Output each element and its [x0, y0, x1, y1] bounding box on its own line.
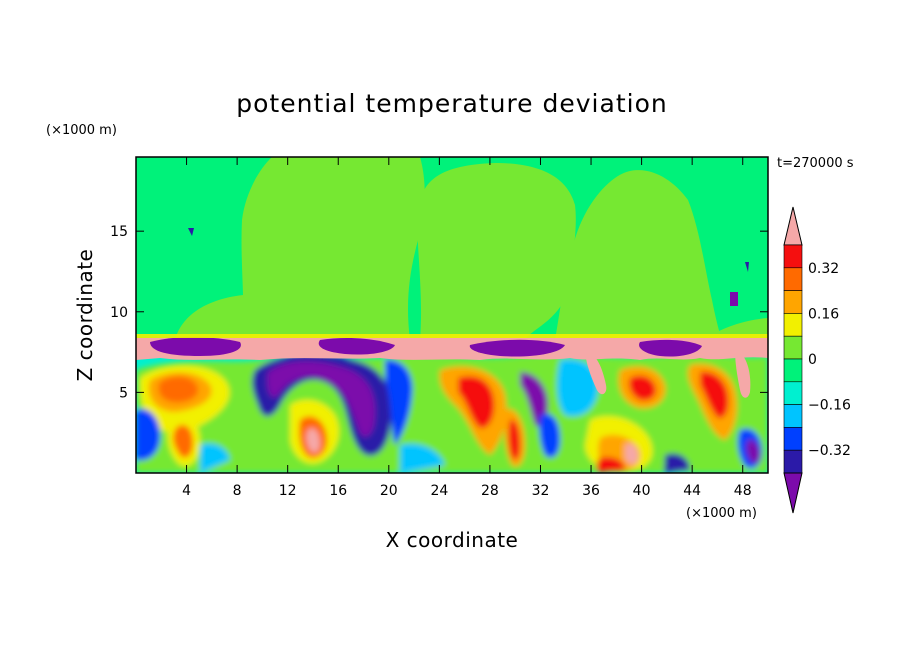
x-tick-label: 28 [481, 483, 499, 499]
y-tick-label: 15 [110, 224, 128, 240]
colorbar: −0.32 −0.16 0 0.16 0.32 [783, 206, 851, 514]
stray-cold-speck-3 [745, 262, 749, 272]
colorbar-swatch [783, 335, 803, 360]
plume-column-right [555, 170, 722, 340]
colorbar-swatch [783, 427, 803, 451]
y-tick-label: 5 [119, 385, 128, 401]
plume-column-left [241, 157, 425, 340]
colorbar-label: −0.32 [808, 443, 851, 459]
inversion-warm-tongue-2 [735, 350, 751, 398]
colorbar-top-arrow [783, 206, 803, 246]
colorbar-swatch [783, 449, 803, 474]
x-tick-label: 8 [233, 483, 242, 499]
x-tick-label: 40 [633, 483, 651, 499]
inversion-cold-pocket-1 [150, 337, 241, 356]
inversion-cold-pocket-4 [639, 339, 702, 357]
colorbar-swatch [783, 290, 803, 314]
plume-fringe-left [175, 295, 250, 340]
x-axis: 4 8 12 16 20 24 28 32 36 40 44 48 [182, 157, 752, 499]
y-unit-label: (×1000 m) [46, 123, 117, 138]
colorbar-label: 0.16 [808, 306, 839, 322]
x-axis-label: X coordinate [386, 528, 519, 552]
inversion-cold-pocket-2 [318, 337, 395, 355]
colorbar-label: 0 [808, 352, 817, 368]
colorbar-bottom-arrow [783, 472, 803, 514]
stray-cold-speck-1 [188, 228, 194, 236]
plume-column-center [417, 163, 576, 340]
inversion-band [136, 338, 768, 360]
x-tick-label: 20 [380, 483, 398, 499]
turbulent-cells [136, 354, 768, 473]
y-axis-label: Z coordinate [73, 249, 97, 382]
x-unit-label: (×1000 m) [686, 506, 757, 521]
colorbar-swatch [783, 313, 803, 337]
stray-cold-speck-2 [730, 292, 738, 306]
x-tick-label: 12 [279, 483, 297, 499]
colorbar-swatch [783, 244, 803, 269]
time-label: t=270000 s [777, 156, 854, 171]
colorbar-label: −0.16 [808, 398, 851, 414]
x-tick-label: 4 [182, 483, 191, 499]
colorbar-swatch [783, 358, 803, 383]
colorbar-swatch [783, 404, 803, 428]
chart-title: potential temperature deviation [236, 89, 667, 118]
y-axis: 5 10 15 [110, 224, 768, 401]
x-tick-label: 44 [683, 483, 701, 499]
inversion-warm-tongue [585, 352, 607, 395]
x-tick-label: 16 [329, 483, 347, 499]
colorbar-label: 0.32 [808, 261, 839, 277]
inversion-cold-pocket-3 [469, 339, 565, 357]
inversion-top-line [136, 334, 768, 338]
colorbar-swatch [783, 267, 803, 291]
x-tick-label: 32 [532, 483, 550, 499]
x-tick-label: 48 [734, 483, 752, 499]
plot-area [136, 157, 768, 473]
y-tick-label: 10 [110, 305, 128, 321]
plot-frame [135, 156, 769, 474]
x-tick-label: 24 [430, 483, 448, 499]
x-tick-label: 36 [582, 483, 600, 499]
colorbar-swatch [783, 381, 803, 405]
